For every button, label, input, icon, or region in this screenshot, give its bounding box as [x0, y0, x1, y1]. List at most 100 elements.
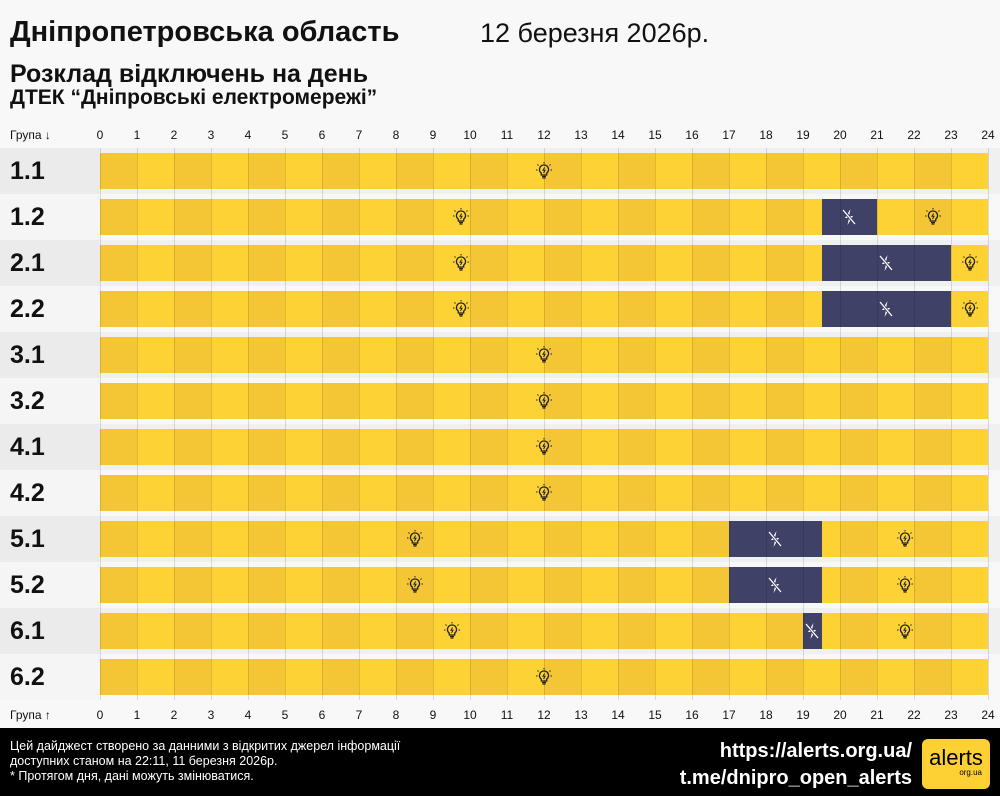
power-on-hour: [100, 613, 137, 649]
group-row: 6.1: [0, 608, 1000, 654]
power-on-hour: [655, 291, 692, 327]
power-on-hour: [211, 153, 248, 189]
power-on-hour: [470, 245, 507, 281]
power-on-hour: [433, 659, 470, 695]
power-on-hour: [285, 567, 322, 603]
hour-tick: 22: [907, 128, 921, 142]
power-on-hour: [544, 475, 581, 511]
hour-tick: 11: [500, 708, 514, 722]
power-on-hour: [359, 153, 396, 189]
power-on-hour: [248, 613, 285, 649]
power-on-hour: [211, 613, 248, 649]
website-link[interactable]: https://alerts.org.ua/: [719, 740, 912, 762]
hour-tick: 16: [685, 708, 699, 722]
power-on-hour: [581, 245, 618, 281]
power-on-hour: [100, 245, 137, 281]
hour-tick: 9: [429, 128, 437, 142]
power-on-hour: [137, 383, 174, 419]
power-on-hour: [581, 475, 618, 511]
power-on-hour: [211, 383, 248, 419]
hour-tick: 10: [463, 708, 477, 722]
power-on-hour: [618, 291, 655, 327]
power-on-hour: [951, 567, 988, 603]
hour-tick: 3: [207, 128, 215, 142]
power-on-hour: [359, 337, 396, 373]
hour-tick: 1: [133, 708, 141, 722]
power-on-hour: [618, 475, 655, 511]
power-on-hour: [322, 153, 359, 189]
power-on-hour: [211, 567, 248, 603]
power-on-hour: [581, 521, 618, 557]
hour-tick: 20: [833, 128, 847, 142]
power-on-hour: [285, 337, 322, 373]
power-on-hour: [100, 199, 137, 235]
power-on-hour: [803, 429, 840, 465]
power-on-hour: [544, 659, 581, 695]
power-on-hour: [211, 199, 248, 235]
lightbulb-icon: [451, 207, 471, 227]
power-on-hour: [396, 475, 433, 511]
power-on-hour: [840, 383, 877, 419]
power-on-hour: [914, 475, 951, 511]
power-on-hour: [507, 613, 544, 649]
hour-gridline: [766, 148, 767, 700]
power-on-hour: [692, 475, 729, 511]
power-on-hour: [544, 383, 581, 419]
power-on-hour: [322, 291, 359, 327]
lightbulb-icon: [534, 345, 554, 365]
power-on-hour: [581, 153, 618, 189]
power-on-hour: [248, 199, 285, 235]
group-label: 3.1: [0, 332, 100, 378]
group-row: 3.2: [0, 378, 1000, 424]
power-on-hour: [581, 337, 618, 373]
power-on-hour: [655, 153, 692, 189]
hour-tick: 15: [648, 708, 662, 722]
footer-note: Цей дайджест створено за данними з відкр…: [10, 739, 400, 784]
power-on-hour: [211, 475, 248, 511]
power-on-hour: [248, 245, 285, 281]
hour-gridline: [470, 148, 471, 700]
power-on-hour: [507, 475, 544, 511]
hour-gridline: [507, 148, 508, 700]
hour-tick: 24: [981, 708, 995, 722]
power-on-hour: [322, 475, 359, 511]
power-on-hour: [581, 383, 618, 419]
power-on-hour: [692, 337, 729, 373]
power-on-hour: [618, 245, 655, 281]
group-sort-label[interactable]: Група ↓: [10, 128, 51, 142]
power-on-hour: [618, 659, 655, 695]
hour-tick: 4: [244, 708, 252, 722]
power-on-hour: [766, 659, 803, 695]
logo-sub: org.ua: [959, 768, 982, 777]
power-on-hour: [137, 245, 174, 281]
group-label: 3.2: [0, 378, 100, 424]
hour-tick: 19: [796, 128, 810, 142]
power-on-hour: [951, 153, 988, 189]
power-on-hour: [137, 291, 174, 327]
hour-gridline: [729, 148, 730, 700]
power-on-hour: [729, 383, 766, 419]
power-on-hour: [396, 613, 433, 649]
telegram-link[interactable]: t.me/dnipro_open_alerts: [679, 767, 912, 789]
power-on-hour: [692, 613, 729, 649]
power-on-hour: [396, 429, 433, 465]
power-on-hour: [174, 521, 211, 557]
power-on-hour: [803, 475, 840, 511]
hour-tick: 24: [981, 128, 995, 142]
power-on-hour: [544, 567, 581, 603]
power-on-hour: [618, 521, 655, 557]
power-on-hour: [951, 429, 988, 465]
group-sort-label-bottom[interactable]: Група ↑: [10, 708, 51, 722]
hour-gridline: [359, 148, 360, 700]
power-on-hour: [174, 429, 211, 465]
power-on-hour: [914, 613, 951, 649]
group-label: 4.1: [0, 424, 100, 470]
lightbulb-icon: [534, 391, 554, 411]
power-on-hour: [174, 475, 211, 511]
hour-tick: 7: [355, 128, 363, 142]
lightbulb-icon: [895, 575, 915, 595]
power-on-hour: [840, 429, 877, 465]
provider-name: ДТЕК “Дніпровські електромережі”: [10, 86, 378, 109]
power-on-hour: [507, 291, 544, 327]
power-on-hour: [322, 383, 359, 419]
